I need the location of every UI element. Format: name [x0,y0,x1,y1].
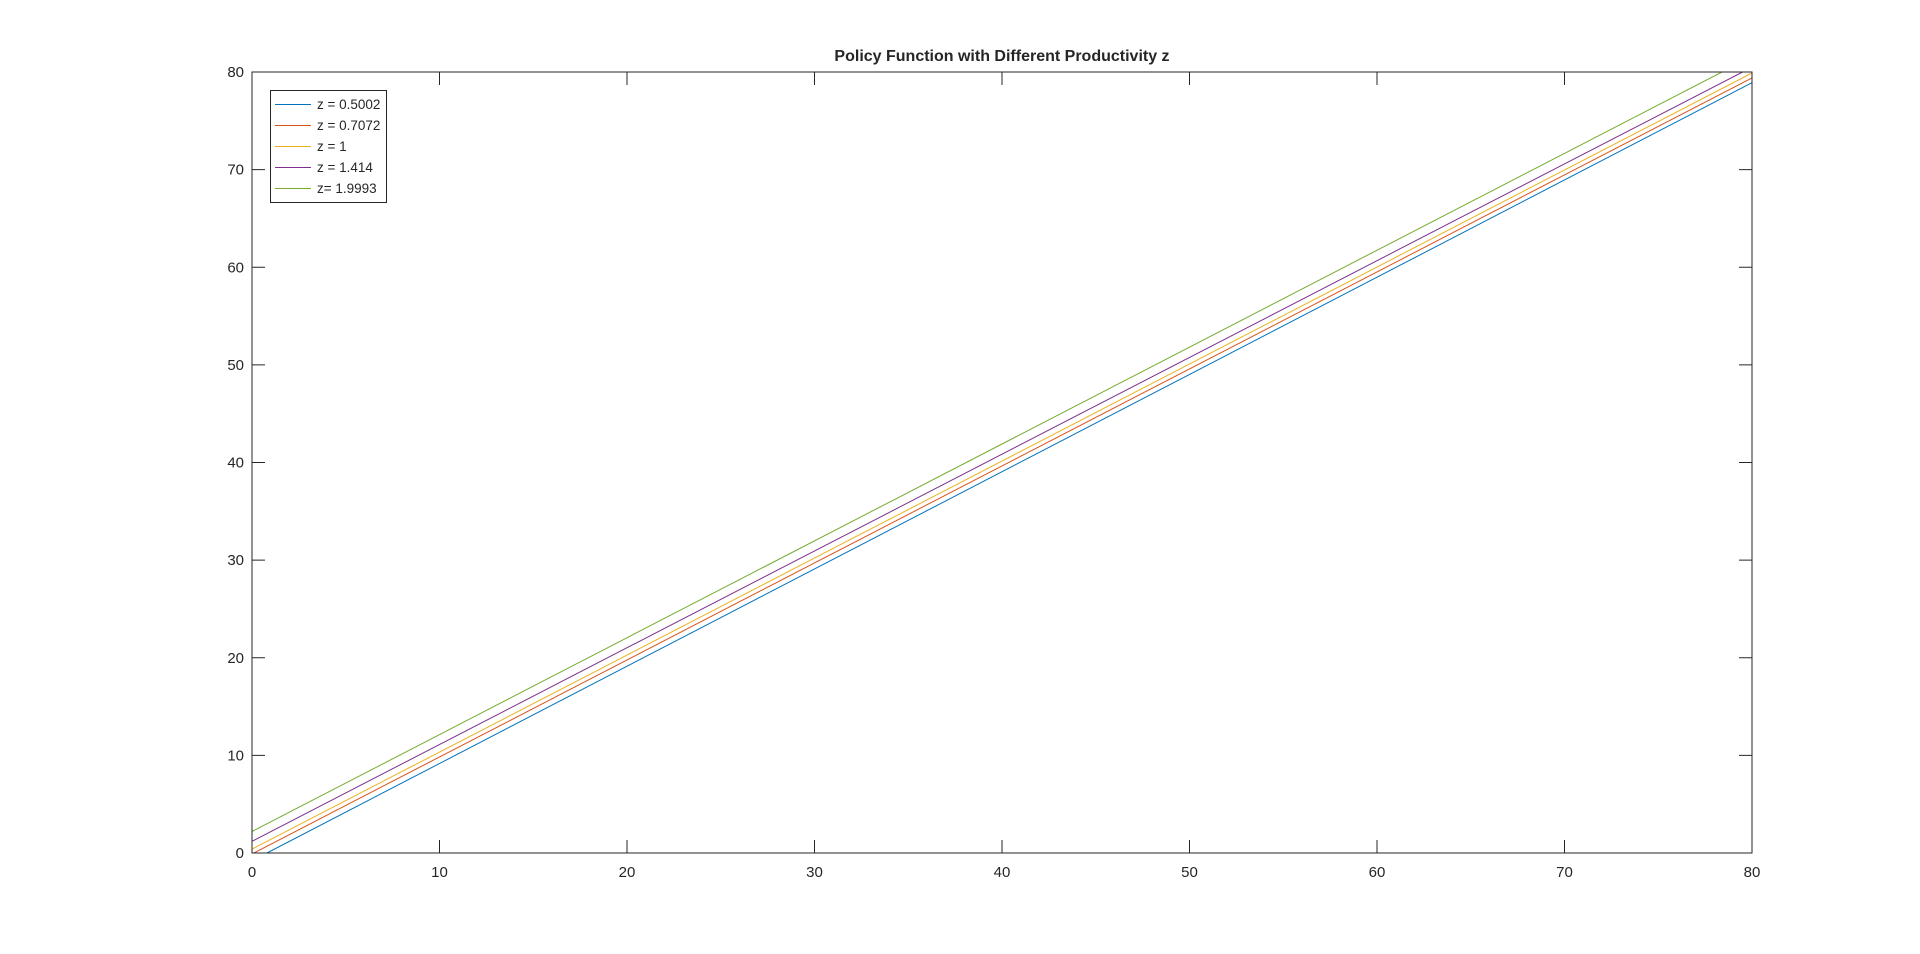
y-tick-label: 80 [227,64,244,81]
legend-label: z= 1.9993 [317,181,377,196]
y-tick-label: 10 [227,747,244,764]
series-line-5 [252,72,1723,832]
x-tick-label: 0 [248,864,256,881]
legend-label: z = 0.5002 [317,97,381,112]
y-tick-label: 30 [227,552,244,569]
x-tick-label: 20 [619,864,636,881]
legend-swatch [275,125,311,126]
x-tick-label: 80 [1744,864,1761,881]
series-line-2 [253,77,1752,853]
x-tick-label: 70 [1556,864,1573,881]
x-tick-label: 50 [1181,864,1198,881]
y-tick-label: 0 [236,845,244,862]
legend-item: z = 1.414 [275,157,380,178]
legend-swatch [275,146,311,147]
legend: z = 0.5002 z = 0.7072 z = 1 z = 1.414 z= 1.9… [270,90,388,203]
x-tick-label: 40 [994,864,1011,881]
legend-swatch [275,104,311,105]
legend-label: z = 1.414 [317,160,373,175]
series-line-4 [252,72,1743,842]
legend-swatch [275,167,311,168]
legend-item: z = 0.5002 [275,94,380,115]
legend-item: z= 1.9993 [275,178,380,199]
y-tick-label: 50 [227,357,244,374]
y-tick-label: 70 [227,162,244,179]
legend-swatch [275,188,311,189]
y-tick-label: 40 [227,455,244,472]
series-line-1 [266,82,1752,853]
legend-item: z = 1 [275,136,380,157]
x-tick-label: 30 [806,864,823,881]
legend-label: z = 0.7072 [317,118,381,133]
series-line-3 [252,72,1752,850]
x-tick-label: 60 [1369,864,1386,881]
legend-label: z = 1 [317,139,347,154]
y-tick-label: 60 [227,259,244,276]
legend-item: z = 0.7072 [275,115,380,136]
y-tick-label: 20 [227,650,244,667]
x-tick-label: 10 [431,864,448,881]
chart-title: Policy Function with Different Productiv… [834,48,1170,65]
